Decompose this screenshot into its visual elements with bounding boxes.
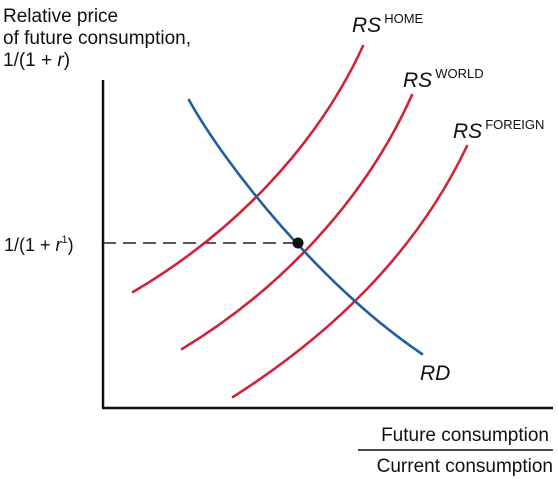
equilibrium-price-label: 1/(1 + r1) [4, 234, 74, 255]
rs-foreign-curve [231, 144, 469, 399]
equilibrium-point [292, 237, 304, 249]
rd-label: RD [420, 362, 450, 385]
y-axis-title-line-1: Relative price [3, 6, 118, 27]
y-axis-title-line-2: of future consumption, [3, 28, 191, 49]
rs-foreign-label: RS FOREIGN [453, 117, 544, 143]
rs-world-label: RS WORLD [403, 66, 484, 92]
rs-world-curve [180, 93, 414, 351]
rs-home-label: RS HOME [352, 11, 424, 37]
rs-home-curve [131, 44, 365, 294]
y-axis-title-line-3: 1/(1 + r) [3, 50, 70, 71]
x-axis-title-denominator: Current consumption [377, 456, 553, 477]
rd-curve [187, 98, 424, 356]
x-axis-title-numerator: Future consumption [381, 425, 549, 446]
